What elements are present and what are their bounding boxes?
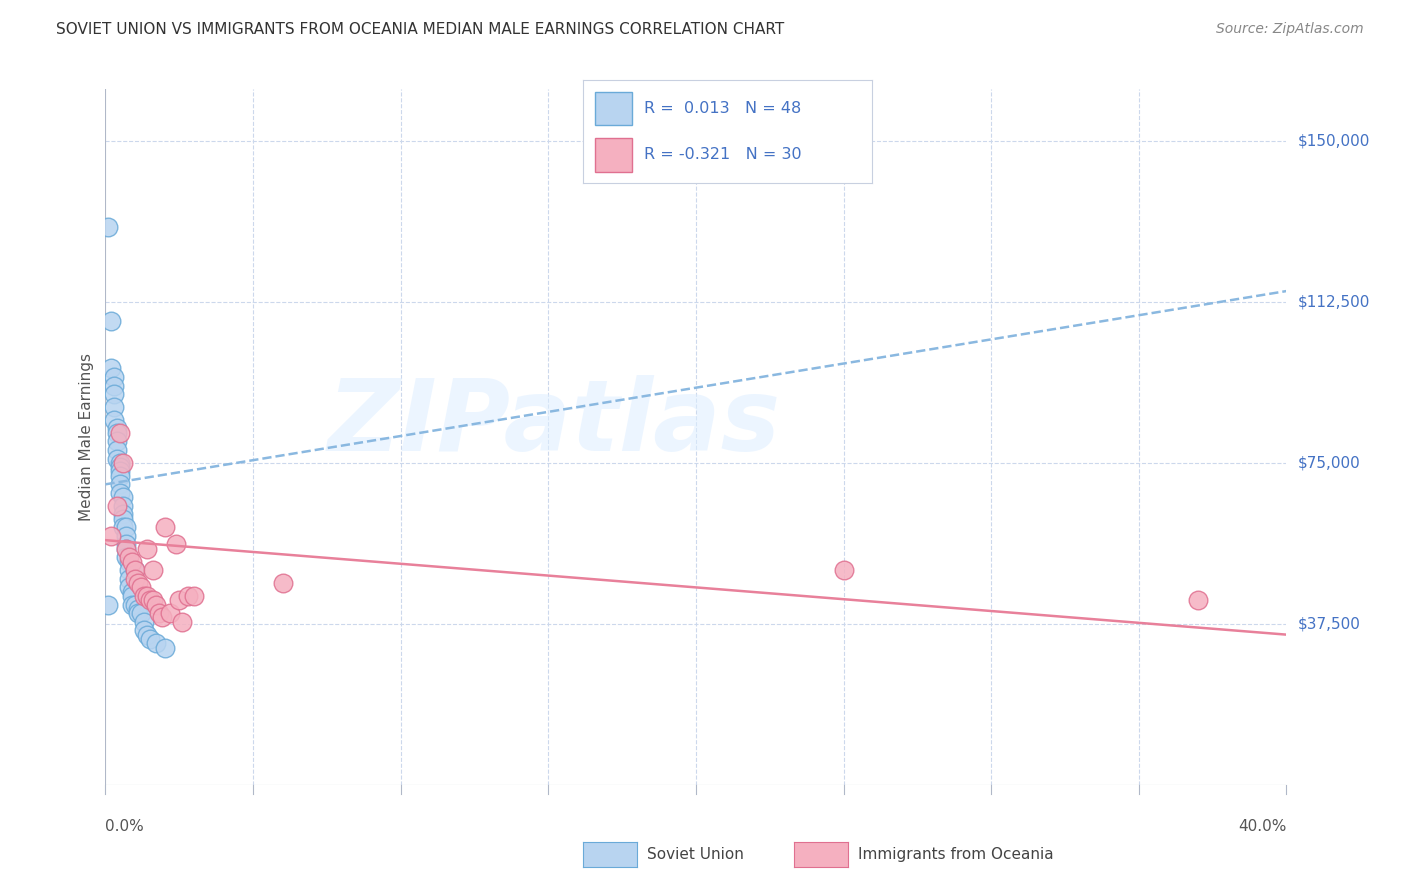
Point — [121, 598, 143, 612]
Point — [100, 529, 122, 543]
Point — [118, 581, 141, 595]
Y-axis label: Median Male Earnings: Median Male Earnings — [79, 353, 94, 521]
Point — [115, 537, 138, 551]
Point — [115, 541, 138, 556]
Point — [129, 581, 152, 595]
Point — [142, 563, 165, 577]
Text: 0.0%: 0.0% — [105, 820, 145, 834]
Point — [135, 627, 157, 641]
Point — [103, 370, 125, 384]
Point — [124, 563, 146, 577]
Point — [97, 598, 120, 612]
Point — [115, 529, 138, 543]
Point — [110, 425, 132, 440]
Text: $112,500: $112,500 — [1298, 294, 1369, 310]
Text: Soviet Union: Soviet Union — [647, 847, 744, 862]
Point — [132, 624, 155, 638]
Point — [129, 606, 152, 620]
Point — [118, 555, 141, 569]
Point — [97, 219, 120, 234]
Point — [124, 598, 146, 612]
Point — [132, 589, 155, 603]
Text: Immigrants from Oceania: Immigrants from Oceania — [858, 847, 1053, 862]
Point — [124, 572, 146, 586]
Point — [832, 563, 855, 577]
Point — [1187, 593, 1209, 607]
Point — [105, 499, 128, 513]
Point — [121, 555, 143, 569]
Point — [112, 511, 135, 525]
Point — [105, 442, 128, 457]
Point — [100, 361, 122, 376]
Point — [138, 632, 160, 646]
Point — [127, 576, 149, 591]
Point — [148, 606, 170, 620]
FancyBboxPatch shape — [595, 92, 633, 126]
Point — [169, 593, 191, 607]
Text: 40.0%: 40.0% — [1239, 820, 1286, 834]
Point — [103, 413, 125, 427]
Point — [172, 615, 194, 629]
Point — [159, 606, 181, 620]
Point — [165, 537, 187, 551]
Point — [127, 602, 149, 616]
Point — [115, 541, 138, 556]
Point — [121, 584, 143, 599]
Text: $37,500: $37,500 — [1298, 616, 1361, 632]
Text: ZIPatlas: ZIPatlas — [328, 375, 780, 472]
Point — [103, 378, 125, 392]
Point — [145, 598, 167, 612]
Point — [121, 589, 143, 603]
FancyBboxPatch shape — [595, 137, 633, 171]
Point — [103, 400, 125, 414]
Point — [112, 508, 135, 522]
Point — [271, 576, 294, 591]
Text: $75,000: $75,000 — [1298, 455, 1361, 470]
Point — [112, 456, 135, 470]
Text: R = -0.321   N = 30: R = -0.321 N = 30 — [644, 147, 801, 162]
Point — [112, 499, 135, 513]
Point — [177, 589, 200, 603]
Point — [110, 477, 132, 491]
Point — [135, 541, 157, 556]
Point — [110, 468, 132, 483]
Point — [142, 593, 165, 607]
Text: SOVIET UNION VS IMMIGRANTS FROM OCEANIA MEDIAN MALE EARNINGS CORRELATION CHART: SOVIET UNION VS IMMIGRANTS FROM OCEANIA … — [56, 22, 785, 37]
Point — [105, 434, 128, 449]
Point — [150, 610, 173, 624]
Point — [110, 460, 132, 475]
Point — [112, 520, 135, 534]
Point — [105, 421, 128, 435]
Point — [100, 314, 122, 328]
Point — [110, 456, 132, 470]
Text: Source: ZipAtlas.com: Source: ZipAtlas.com — [1216, 22, 1364, 37]
Point — [153, 520, 176, 534]
Point — [135, 589, 157, 603]
Point — [132, 615, 155, 629]
Text: $150,000: $150,000 — [1298, 133, 1369, 148]
Point — [112, 490, 135, 504]
Point — [105, 425, 128, 440]
Point — [118, 572, 141, 586]
Point — [115, 550, 138, 565]
Point — [127, 606, 149, 620]
Point — [118, 550, 141, 565]
Point — [118, 563, 141, 577]
Point — [110, 465, 132, 479]
Point — [110, 486, 132, 500]
Point — [124, 563, 146, 577]
Text: R =  0.013   N = 48: R = 0.013 N = 48 — [644, 101, 801, 116]
Point — [145, 636, 167, 650]
Point — [115, 520, 138, 534]
Point — [138, 593, 160, 607]
Point — [103, 387, 125, 401]
Point — [105, 451, 128, 466]
Point — [153, 640, 176, 655]
Point — [183, 589, 205, 603]
